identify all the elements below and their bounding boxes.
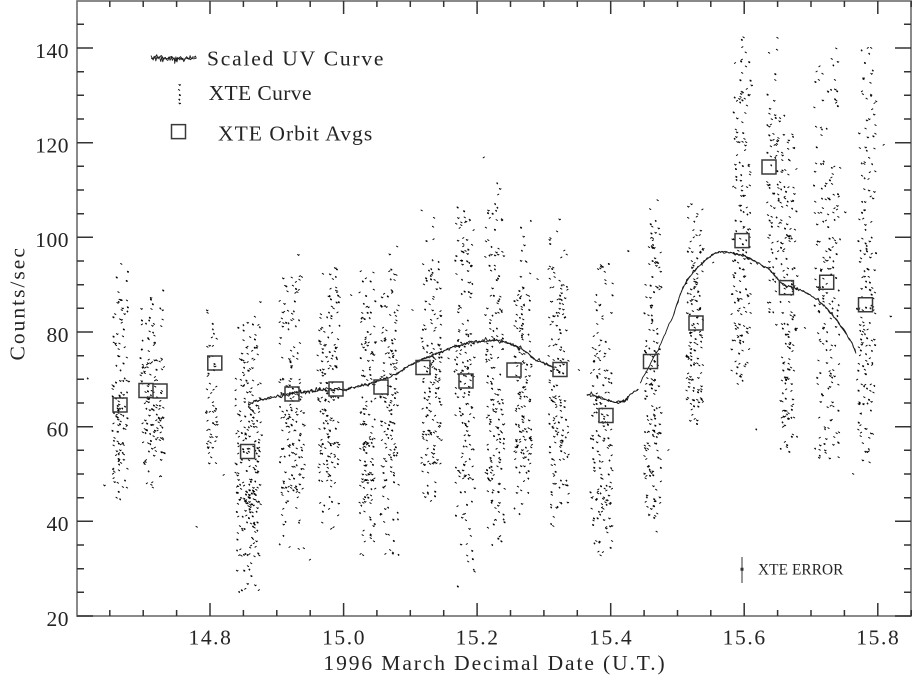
svg-text:15.6: 15.6 (723, 626, 767, 650)
svg-text:XTE Orbit Avgs: XTE Orbit Avgs (218, 122, 373, 146)
svg-text:40: 40 (47, 512, 70, 536)
svg-text:15.0: 15.0 (322, 626, 366, 650)
svg-text:14.8: 14.8 (188, 626, 232, 650)
svg-text:15.8: 15.8 (856, 626, 900, 650)
svg-text:120: 120 (35, 134, 69, 158)
svg-text:1996 March Decimal Date (U.T.): 1996 March Decimal Date (U.T.) (323, 651, 666, 675)
svg-text:Scaled UV Curve: Scaled UV Curve (207, 47, 385, 71)
svg-text:XTE ERROR: XTE ERROR (758, 562, 844, 579)
svg-text:20: 20 (47, 607, 70, 631)
svg-text:Counts/sec: Counts/sec (6, 246, 30, 360)
svg-text:140: 140 (35, 39, 69, 63)
svg-text:80: 80 (47, 323, 70, 347)
svg-text:15.2: 15.2 (456, 626, 500, 650)
svg-text:100: 100 (35, 228, 69, 252)
svg-text:15.4: 15.4 (589, 626, 633, 650)
svg-text:60: 60 (47, 418, 70, 442)
svg-text:XTE Curve: XTE Curve (209, 81, 312, 105)
